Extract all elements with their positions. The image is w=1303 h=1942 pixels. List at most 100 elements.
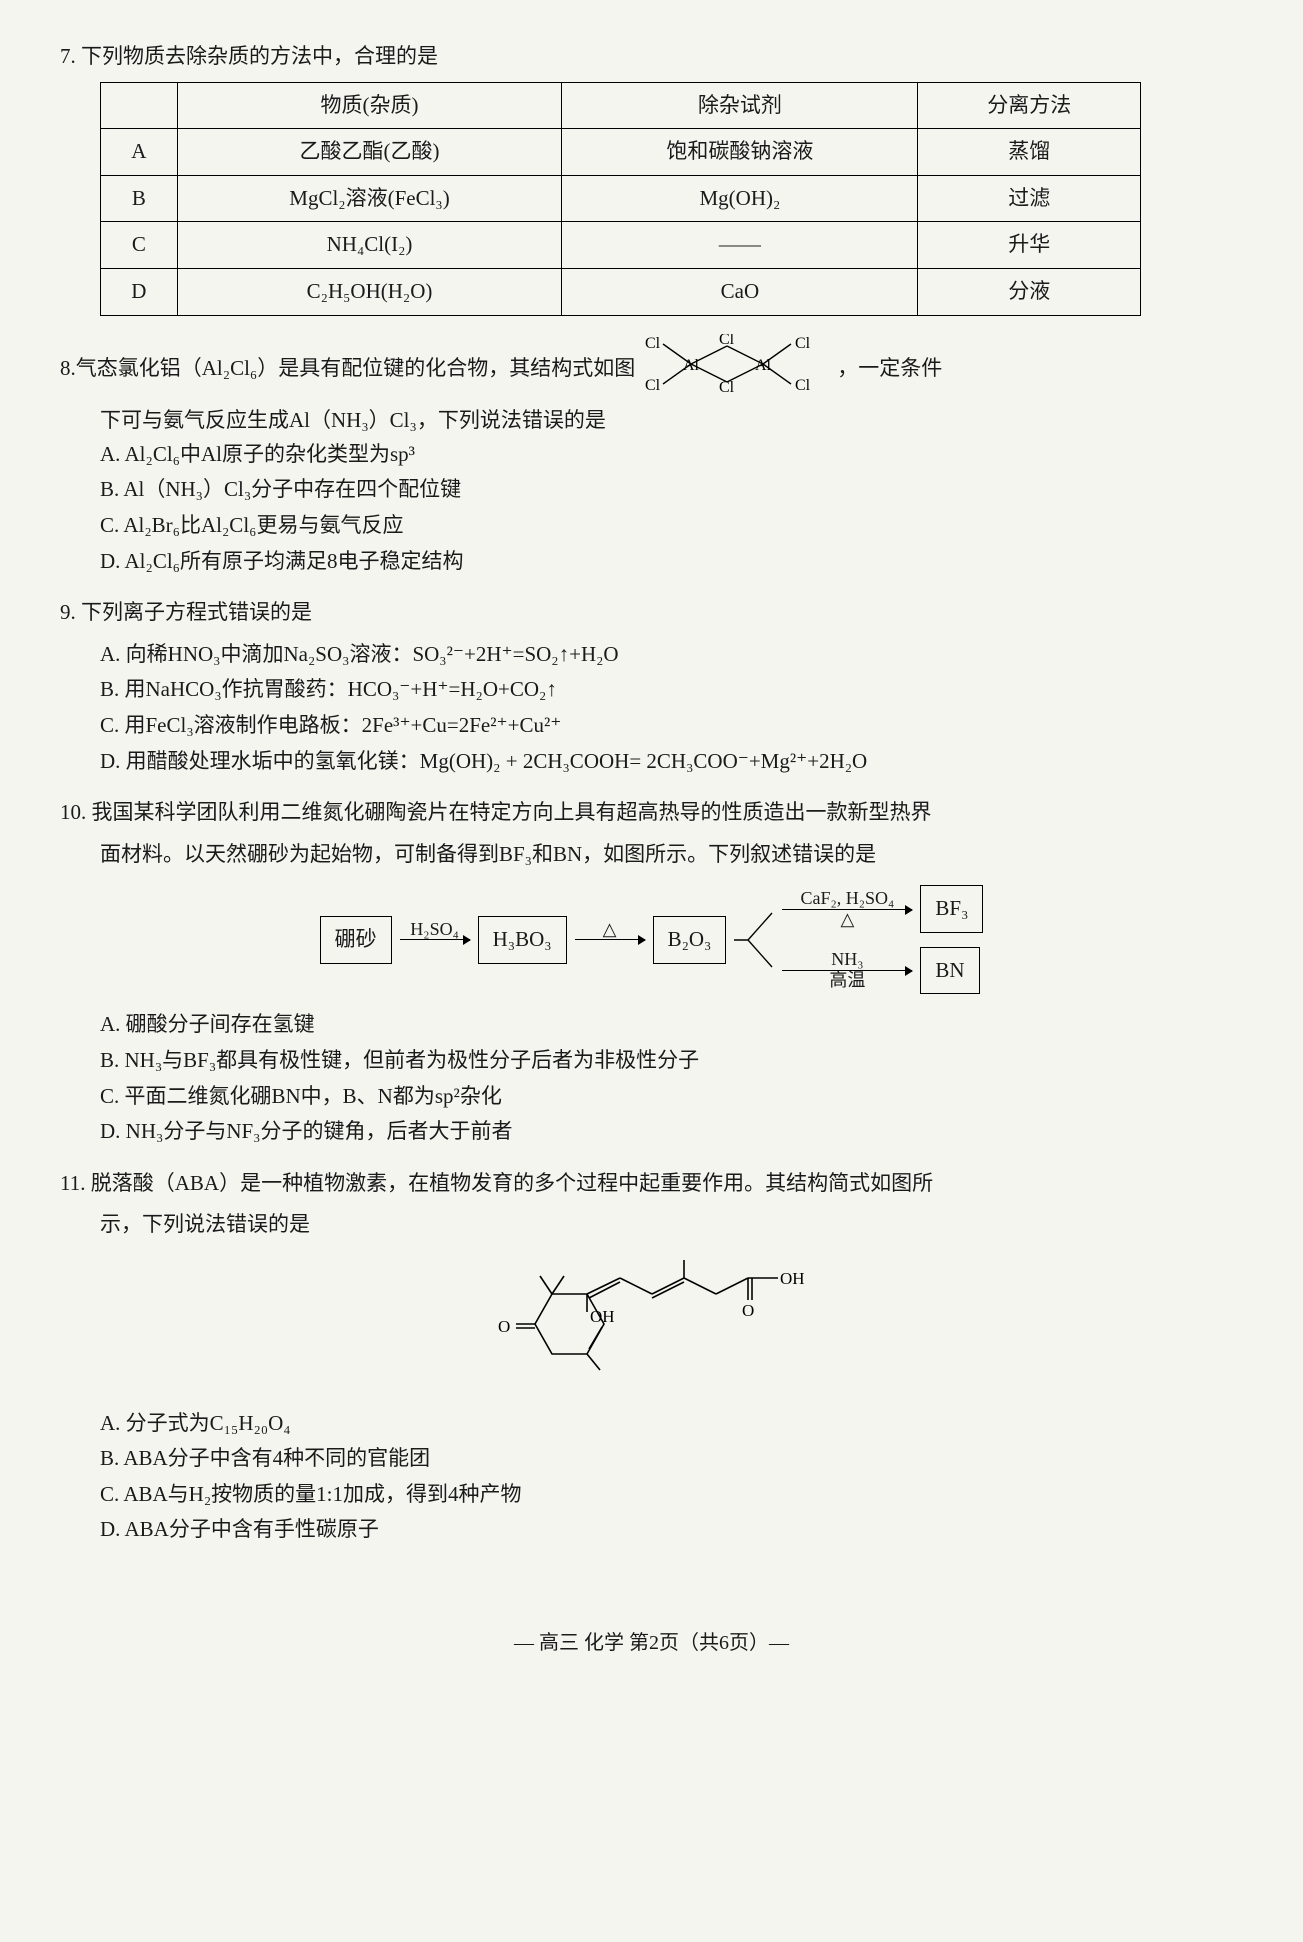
- option-c: C. ABA与H₂按物质的量1:1加成，得到4种产物: [100, 1478, 1243, 1512]
- table-row: A 乙酸乙酯(乙酸) 饱和碳酸钠溶液 蒸馏: [101, 129, 1141, 176]
- cl-label: Cl: [719, 379, 735, 394]
- flow-box-h3bo3: H₃BO₃: [478, 916, 567, 964]
- q8-text-pre: 气态氯化铝（Al₂Cl₆）是具有配位键的化合物，其结构式如图: [76, 352, 635, 386]
- cell: 乙酸乙酯(乙酸): [177, 129, 562, 176]
- option-d: D. 用醋酸处理水垢中的氢氧化镁：Mg(OH)₂ + 2CH₃COOH= 2CH…: [100, 745, 1243, 779]
- arrow-label: CaF₂, H₂SO₄: [800, 889, 894, 909]
- option-b: B. Al（NH₃）Cl₃分子中存在四个配位键: [100, 473, 1243, 507]
- oh-label: OH: [780, 1269, 805, 1288]
- cell: CaO: [562, 268, 918, 315]
- q8-prompt-line1: 8. 气态氯化铝（Al₂Cl₆）是具有配位键的化合物，其结构式如图 Cl Cl: [60, 334, 1243, 405]
- cell: 升华: [918, 222, 1141, 269]
- flow-branch-top: CaF₂, H₂SO₄ △ BF₃: [782, 885, 983, 933]
- q9-options: A. 向稀HNO₃中滴加Na₂SO₃溶液：SO₃²⁻+2H⁺=SO₂↑+H₂O …: [100, 638, 1243, 778]
- flow-box-borax: 硼砂: [320, 916, 392, 964]
- arrow-label: NH₃: [831, 950, 863, 970]
- option-a: A. 硼酸分子间存在氢键: [100, 1008, 1243, 1042]
- th-substance: 物质(杂质): [177, 82, 562, 129]
- option-c: C. 平面二维氮化硼BN中，B、N都为sp²杂化: [100, 1080, 1243, 1114]
- page-footer: — 高三 化学 第2页（共6页）—: [60, 1627, 1243, 1659]
- q11-text-l1: 脱落酸（ABA）是一种植物激素，在植物发育的多个过程中起重要作用。其结构简式如图…: [91, 1171, 933, 1195]
- al-label: Al: [755, 357, 772, 374]
- cl-label: Cl: [645, 335, 661, 352]
- flow-branches: CaF₂, H₂SO₄ △ BF₃ NH₃ 高温 BN: [782, 885, 983, 994]
- cell: B: [101, 175, 178, 222]
- q11-text-l2: 示，下列说法错误的是: [100, 1212, 310, 1236]
- option-d: D. Al₂Cl₆所有原子均满足8电子稳定结构: [100, 545, 1243, 579]
- q10-text-l2: 面材料。以天然硼砂为起始物，可制备得到BF₃和BN，如图所示。下列叙述错误的是: [100, 842, 876, 866]
- arrow-icon: [575, 939, 645, 940]
- question-7: 7. 下列物质去除杂质的方法中，合理的是 物质(杂质) 除杂试剂 分离方法 A …: [60, 40, 1243, 316]
- option-b: B. ABA分子中含有4种不同的官能团: [100, 1442, 1243, 1476]
- cell: C₂H₅OH(H₂O): [177, 268, 562, 315]
- cell: MgCl₂溶液(FeCl₃): [177, 175, 562, 222]
- q10-text-l1: 我国某科学团队利用二维氮化硼陶瓷片在特定方向上具有超高热导的性质造出一款新型热界: [92, 800, 932, 824]
- flow-arrow-bot: NH₃ 高温: [782, 950, 912, 991]
- th-method: 分离方法: [918, 82, 1141, 129]
- cell: 蒸馏: [918, 129, 1141, 176]
- cell: 饱和碳酸钠溶液: [562, 129, 918, 176]
- flow-box-b2o3: B₂O₃: [653, 916, 727, 964]
- table-row: D C₂H₅OH(H₂O) CaO 分液: [101, 268, 1141, 315]
- arrow-label: △: [603, 920, 617, 940]
- flow-arrow-2: △: [575, 920, 645, 961]
- option-a: A. 向稀HNO₃中滴加Na₂SO₃溶液：SO₃²⁻+2H⁺=SO₂↑+H₂O: [100, 638, 1243, 672]
- table-header-row: 物质(杂质) 除杂试剂 分离方法: [101, 82, 1141, 129]
- arrow-icon: [782, 909, 912, 910]
- option-d: D. NH₃分子与NF₃分子的键角，后者大于前者: [100, 1115, 1243, 1149]
- q8-number: 8.: [60, 352, 76, 386]
- option-a: A. Al₂Cl₆中Al原子的杂化类型为sp³: [100, 438, 1243, 472]
- aba-structure: O OH O OH: [60, 1254, 1243, 1395]
- flow-arrow-top: CaF₂, H₂SO₄ △: [782, 889, 912, 930]
- question-9: 9. 下列离子方程式错误的是 A. 向稀HNO₃中滴加Na₂SO₃溶液：SO₃²…: [60, 596, 1243, 778]
- cell: Mg(OH)₂: [562, 175, 918, 222]
- th-reagent: 除杂试剂: [562, 82, 918, 129]
- al-label: Al: [683, 357, 700, 374]
- oh-label: OH: [590, 1307, 615, 1326]
- o-label: O: [498, 1317, 510, 1336]
- q11-number: 11.: [60, 1171, 85, 1195]
- arrow-label-empty: [432, 940, 437, 960]
- cl-label: Cl: [719, 334, 735, 348]
- cl-label: Cl: [795, 335, 811, 352]
- table-row: C NH₄Cl(I₂) —— 升华: [101, 222, 1141, 269]
- option-a: A. 分子式为C₁₅H₂₀O₄: [100, 1407, 1243, 1441]
- q10-flowchart: 硼砂 H₂SO₄ H₃BO₃ △ B₂O₃ CaF₂, H₂SO₄ △: [60, 885, 1243, 994]
- q10-prompt-l2: 面材料。以天然硼砂为起始物，可制备得到BF₃和BN，如图所示。下列叙述错误的是: [100, 838, 1243, 872]
- flow-arrow-1: H₂SO₄: [400, 920, 470, 961]
- cell: 分液: [918, 268, 1141, 315]
- arrow-label: H₂SO₄: [410, 920, 459, 940]
- question-11: 11. 脱落酸（ABA）是一种植物激素，在植物发育的多个过程中起重要作用。其结构…: [60, 1167, 1243, 1547]
- cell: D: [101, 268, 178, 315]
- option-c: C. Al₂Br₆比Al₂Cl₆更易与氨气反应: [100, 509, 1243, 543]
- q7-table: 物质(杂质) 除杂试剂 分离方法 A 乙酸乙酯(乙酸) 饱和碳酸钠溶液 蒸馏 B…: [100, 82, 1141, 316]
- cl-label: Cl: [795, 377, 811, 394]
- q10-number: 10.: [60, 800, 86, 824]
- cell: ——: [562, 222, 918, 269]
- arrow-icon: [782, 970, 912, 971]
- option-d: D. ABA分子中含有手性碳原子: [100, 1513, 1243, 1547]
- cell: A: [101, 129, 178, 176]
- q11-options: A. 分子式为C₁₅H₂₀O₄ B. ABA分子中含有4种不同的官能团 C. A…: [100, 1407, 1243, 1547]
- q8-line2: 下可与氨气反应生成Al（NH₃）Cl₃，下列说法错误的是: [100, 404, 1243, 438]
- q8-text-line2: 下可与氨气反应生成Al（NH₃）Cl₃，下列说法错误的是: [100, 408, 606, 432]
- flow-box-bf3: BF₃: [920, 885, 983, 933]
- option-c: C. 用FeCl₃溶液制作电路板：2Fe³⁺+Cu=2Fe²⁺+Cu²⁺: [100, 709, 1243, 743]
- cell: NH₄Cl(I₂): [177, 222, 562, 269]
- q10-options: A. 硼酸分子间存在氢键 B. NH₃与BF₃都具有极性键，但前者为极性分子后者…: [100, 1008, 1243, 1148]
- q9-prompt: 9. 下列离子方程式错误的是: [60, 596, 1243, 630]
- al2cl6-svg: Cl Cl Cl Cl Cl Cl Al Al: [641, 334, 831, 394]
- th-blank: [101, 82, 178, 129]
- q10-prompt: 10. 我国某科学团队利用二维氮化硼陶瓷片在特定方向上具有超高热导的性质造出一款…: [60, 796, 1243, 830]
- q11-prompt: 11. 脱落酸（ABA）是一种植物激素，在植物发育的多个过程中起重要作用。其结构…: [60, 1167, 1243, 1201]
- cl-label: Cl: [645, 377, 661, 394]
- q8-options: A. Al₂Cl₆中Al原子的杂化类型为sp³ B. Al（NH₃）Cl₃分子中…: [100, 438, 1243, 578]
- q7-prompt: 7. 下列物质去除杂质的方法中，合理的是: [60, 40, 1243, 74]
- o-label: O: [742, 1301, 754, 1320]
- arrow-label: 高温: [829, 971, 865, 991]
- table-row: B MgCl₂溶液(FeCl₃) Mg(OH)₂ 过滤: [101, 175, 1141, 222]
- q11-prompt-l2: 示，下列说法错误的是: [100, 1208, 1243, 1242]
- arrow-label-empty: [607, 940, 612, 960]
- option-b: B. NH₃与BF₃都具有极性键，但前者为极性分子后者为非极性分子: [100, 1044, 1243, 1078]
- arrow-label: △: [840, 910, 854, 930]
